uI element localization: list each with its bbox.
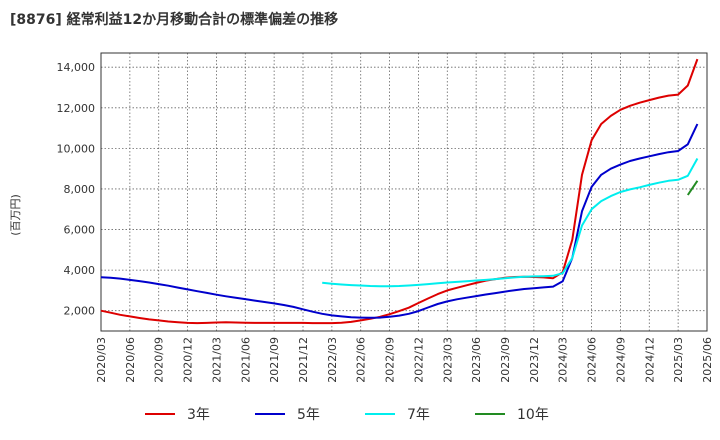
series-line-4 bbox=[686, 180, 699, 196]
legend: 3年 5年 7年 10年 bbox=[145, 407, 549, 423]
chart-title: [8876] 経常利益12か月移動合計の標準偏差の推移 bbox=[10, 11, 338, 28]
x-tick-label: 2020/12 bbox=[182, 337, 195, 383]
x-tick-label: 2025/03 bbox=[672, 337, 685, 383]
x-tick-label: 2022/12 bbox=[412, 337, 425, 383]
x-tick-label: 2023/06 bbox=[470, 337, 483, 383]
x-tick-label: 2021/09 bbox=[268, 337, 281, 383]
x-tick-label: 2023/03 bbox=[441, 337, 454, 383]
legend-label: 7年 bbox=[407, 407, 430, 423]
x-tick-label: 2023/12 bbox=[528, 337, 541, 383]
x-tick-label: 2021/12 bbox=[297, 337, 310, 383]
x-tick-label: 2021/06 bbox=[239, 337, 252, 383]
series-lines bbox=[100, 58, 699, 325]
x-tick-label: 2020/06 bbox=[124, 337, 137, 383]
y-tick-label: 6,000 bbox=[64, 224, 96, 237]
x-tick-label: 2022/06 bbox=[355, 337, 368, 383]
y-tick-label: 14,000 bbox=[57, 61, 96, 74]
x-tick-label: 2021/03 bbox=[210, 337, 223, 383]
y-tick-label: 8,000 bbox=[64, 183, 96, 196]
y-axis-label: (百万円) bbox=[9, 194, 22, 236]
x-tick-label: 2022/03 bbox=[326, 337, 339, 383]
x-tick-label: 2024/12 bbox=[643, 337, 656, 383]
series-line-1 bbox=[100, 58, 699, 325]
legend-label: 3年 bbox=[187, 407, 210, 423]
y-tick-label: 12,000 bbox=[57, 102, 96, 115]
plot-area-frame bbox=[100, 52, 708, 332]
series-line-2 bbox=[100, 123, 699, 319]
x-tick-label: 2022/09 bbox=[384, 337, 397, 383]
grid-lines bbox=[100, 53, 708, 331]
y-axis-ticks: 2,000 4,000 6,000 8,000 10,000 12,000 14,000 bbox=[57, 61, 96, 318]
x-axis-ticks: 2020/03 2020/06 2020/09 2020/12 2021/03 2021/… bbox=[95, 337, 714, 383]
x-tick-label: 2024/06 bbox=[586, 337, 599, 383]
x-tick-label: 2024/09 bbox=[614, 337, 627, 383]
x-tick-label: 2020/03 bbox=[95, 337, 108, 383]
x-tick-label: 2024/03 bbox=[557, 337, 570, 383]
y-tick-label: 2,000 bbox=[64, 305, 96, 318]
legend-label: 10年 bbox=[517, 407, 549, 423]
y-tick-label: 10,000 bbox=[57, 142, 96, 155]
legend-label: 5年 bbox=[297, 407, 320, 423]
y-tick-label: 4,000 bbox=[64, 264, 96, 277]
x-tick-label: 2020/09 bbox=[153, 337, 166, 383]
x-tick-label: 2025/06 bbox=[701, 337, 714, 383]
x-tick-label: 2023/09 bbox=[499, 337, 512, 383]
series-line-3 bbox=[322, 158, 699, 288]
